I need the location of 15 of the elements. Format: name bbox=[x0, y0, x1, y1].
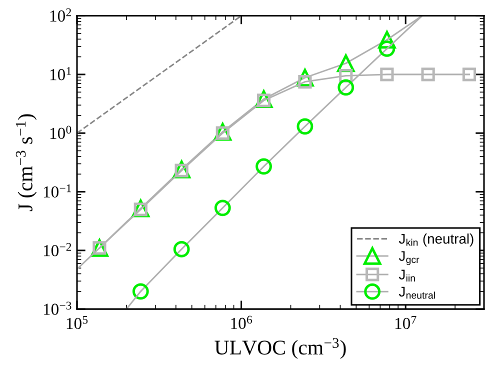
x-axis-title: ULVOC (cm$^{−3}$) bbox=[214, 338, 346, 359]
legend-label: J$_{neutral}$ bbox=[398, 286, 435, 299]
legend-label: J$_{gcr}$ bbox=[398, 251, 420, 266]
y-tick-label: 10$^{2}$ bbox=[50, 8, 71, 22]
legend-label: J$_{iin}$ bbox=[398, 270, 415, 282]
y-tick-label: 10$^{−1}$ bbox=[44, 184, 71, 198]
y-axis-title: J (cm$^{−3}$ s$^{−1}$) bbox=[16, 114, 37, 212]
x-tick-label: 10$^{6}$ bbox=[231, 316, 252, 330]
legend-label: J$_{kin}$ (neutral) bbox=[398, 234, 474, 246]
y-tick-label: 10$^{−2}$ bbox=[44, 243, 72, 256]
x-tick-label: 10$^{7}$ bbox=[395, 316, 416, 330]
y-tick-label: 10$^{0}$ bbox=[50, 126, 72, 139]
y-tick-label: 10$^{1}$ bbox=[50, 67, 71, 80]
y-tick-label: 10$^{−3}$ bbox=[44, 302, 72, 315]
x-tick-label: 10$^{5}$ bbox=[66, 316, 88, 330]
